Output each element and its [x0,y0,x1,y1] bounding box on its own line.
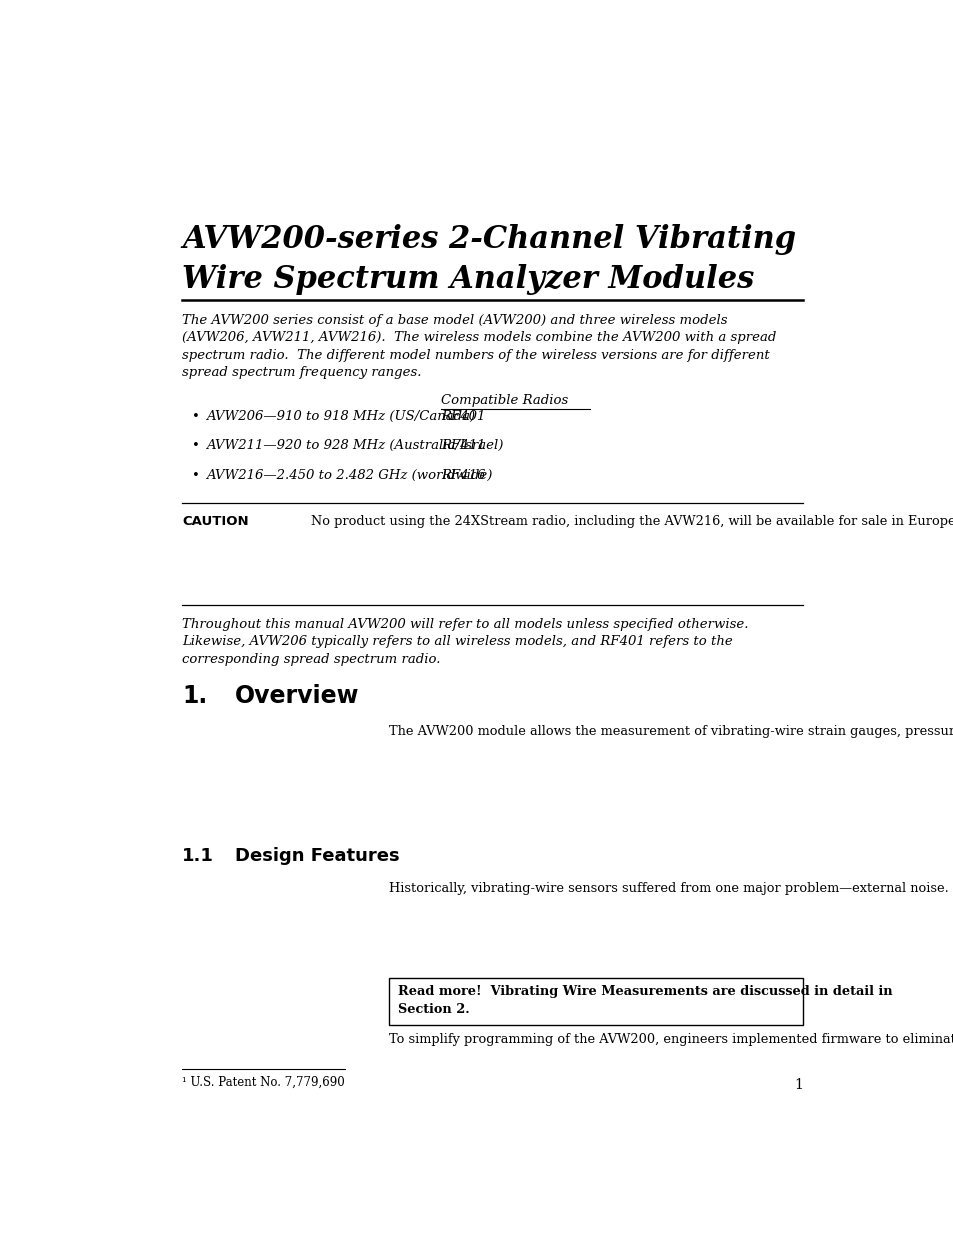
Text: To simplify programming of the AVW200, engineers implemented firmware to elimina: To simplify programming of the AVW200, e… [389,1032,953,1046]
Text: •: • [191,410,198,422]
Text: AVW211—920 to 928 MHz (Australia/Israel): AVW211—920 to 928 MHz (Australia/Israel) [206,440,502,452]
Text: RF401: RF401 [440,410,485,422]
Text: AVW216—2.450 to 2.482 GHz (worldwide): AVW216—2.450 to 2.482 GHz (worldwide) [206,468,492,482]
Text: Compatible Radios: Compatible Radios [440,394,568,406]
Text: AVW206—910 to 918 MHz (US/Canada): AVW206—910 to 918 MHz (US/Canada) [206,410,475,422]
Text: Throughout this manual AVW200 will refer to all models unless specified otherwis: Throughout this manual AVW200 will refer… [182,618,748,666]
Text: •: • [191,440,198,452]
Text: Design Features: Design Features [235,847,399,866]
Text: Read more!  Vibrating Wire Measurements are discussed in detail in
Section 2.: Read more! Vibrating Wire Measurements a… [397,986,892,1015]
Text: RF411: RF411 [440,440,485,452]
Text: The AVW200 series consist of a base model (AVW200) and three wireless models
(AV: The AVW200 series consist of a base mode… [182,314,776,379]
Text: 1.: 1. [182,684,207,708]
Text: ¹ U.S. Patent No. 7,779,690: ¹ U.S. Patent No. 7,779,690 [182,1076,344,1088]
Text: Wire Spectrum Analyzer Modules: Wire Spectrum Analyzer Modules [182,264,754,295]
Text: AVW200-series 2-Channel Vibrating: AVW200-series 2-Channel Vibrating [182,225,796,256]
Text: The AVW200 module allows the measurement of vibrating-wire strain gauges, pressu: The AVW200 module allows the measurement… [389,725,953,739]
Bar [389,978,802,1025]
Text: RF416: RF416 [440,468,485,482]
Text: •: • [191,468,198,482]
Text: No product using the 24XStream radio, including the AVW216, will be available fo: No product using the 24XStream radio, in… [311,515,953,529]
Text: 1: 1 [794,1078,802,1092]
Text: 1.1: 1.1 [182,847,213,866]
Text: Overview: Overview [235,684,359,708]
Text: Historically, vibrating-wire sensors suffered from one major problem—external no: Historically, vibrating-wire sensors suf… [389,882,953,895]
Text: CAUTION: CAUTION [182,515,249,529]
